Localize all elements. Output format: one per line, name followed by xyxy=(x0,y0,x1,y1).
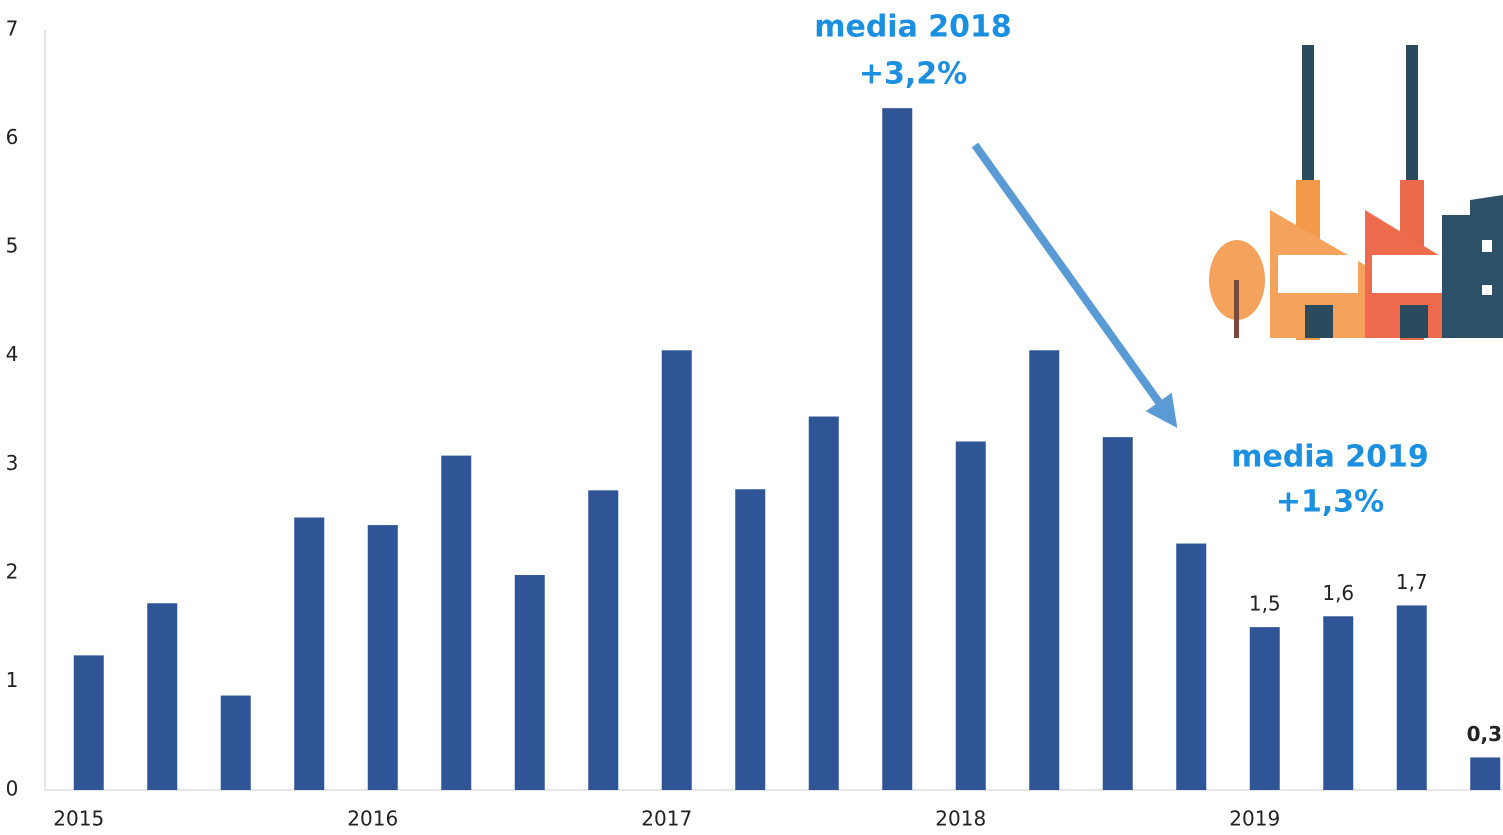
x-tick-label: 2015 xyxy=(53,807,104,831)
y-tick-label: 2 xyxy=(6,559,19,583)
value-label: 1,6 xyxy=(1322,581,1354,605)
bar xyxy=(294,517,324,790)
bar xyxy=(441,456,471,790)
y-tick-label: 6 xyxy=(6,125,19,149)
bar xyxy=(1397,605,1427,790)
y-tick-label: 4 xyxy=(6,342,19,366)
bar xyxy=(735,489,765,790)
bar xyxy=(956,441,986,790)
y-tick-label: 3 xyxy=(6,451,19,475)
annotation: +3,2% xyxy=(859,57,967,92)
y-tick-label: 1 xyxy=(6,668,19,692)
bar xyxy=(882,108,912,790)
value-label: 1,5 xyxy=(1249,592,1281,616)
page: {"chart_data": {"type": "bar", "categori… xyxy=(0,0,1503,835)
value-label: 0,3 xyxy=(1467,722,1502,746)
annotation: media 2018 xyxy=(814,10,1012,45)
bar xyxy=(809,417,839,790)
y-tick-label: 7 xyxy=(6,17,19,41)
bar xyxy=(662,350,692,790)
x-tick-label: 2018 xyxy=(935,807,986,831)
bar xyxy=(515,575,545,790)
value-label: 1,7 xyxy=(1396,570,1428,594)
chart: media 2018 +3,2% media 2019 +1,3% 0 1 2 3 4 5… xyxy=(0,0,1503,835)
bar xyxy=(1323,616,1353,790)
factory-illustration xyxy=(1209,45,1503,340)
bar xyxy=(74,655,104,790)
bar xyxy=(1103,437,1133,790)
trend-arrow xyxy=(975,145,1168,415)
x-tick-label: 2017 xyxy=(641,807,692,831)
x-tick-label: 2016 xyxy=(347,807,398,831)
annotation: +1,3% xyxy=(1276,485,1384,520)
bar xyxy=(1176,544,1206,790)
bar xyxy=(147,603,177,790)
bar xyxy=(1029,350,1059,790)
bar xyxy=(221,696,251,790)
y-tick-label: 5 xyxy=(6,234,19,258)
bar xyxy=(1470,757,1500,790)
annotation: media 2019 xyxy=(1231,440,1429,475)
bar xyxy=(1250,627,1280,790)
x-tick-label: 2019 xyxy=(1229,807,1280,831)
bar xyxy=(368,525,398,790)
bar xyxy=(588,490,618,790)
y-tick-label: 0 xyxy=(6,777,19,801)
